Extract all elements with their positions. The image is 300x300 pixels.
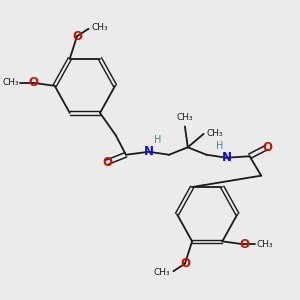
Text: O: O (102, 156, 112, 169)
Text: O: O (72, 30, 82, 43)
Text: CH₃: CH₃ (257, 240, 274, 249)
Text: CH₃: CH₃ (177, 113, 193, 122)
Text: CH₃: CH₃ (2, 78, 19, 87)
Text: O: O (28, 76, 38, 89)
Text: CH₃: CH₃ (92, 23, 108, 32)
Text: N: N (144, 145, 154, 158)
Text: H: H (154, 135, 161, 146)
Text: N: N (222, 151, 232, 164)
Text: O: O (180, 257, 190, 270)
Text: O: O (239, 238, 249, 251)
Text: H: H (216, 141, 223, 152)
Text: O: O (262, 141, 272, 154)
Text: CH₃: CH₃ (206, 129, 223, 138)
Text: CH₃: CH₃ (154, 268, 170, 277)
